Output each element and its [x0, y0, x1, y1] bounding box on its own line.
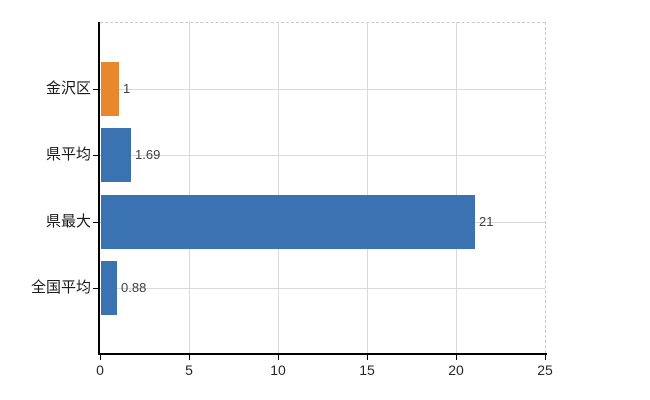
category-gridline [100, 89, 545, 90]
plot-border-right [545, 22, 546, 353]
category-tick [93, 288, 98, 289]
x-tick [278, 355, 279, 360]
y-axis-line [98, 22, 100, 355]
x-tick [100, 355, 101, 360]
category-tick-label: 全国平均 [30, 279, 91, 296]
bar-value-label: 21 [479, 214, 494, 229]
bar [101, 128, 131, 182]
x-tick-label: 0 [96, 362, 104, 378]
category-tick [93, 155, 98, 156]
category-gridline [100, 288, 545, 289]
bar-value-label: 1.69 [135, 147, 161, 162]
bar [101, 261, 117, 315]
x-gridline [278, 22, 279, 353]
x-tick [367, 355, 368, 360]
x-tick-label: 10 [270, 362, 286, 378]
x-tick-label: 5 [185, 362, 193, 378]
x-gridline [456, 22, 457, 353]
category-tick [93, 89, 98, 90]
bar-value-label: 1 [123, 81, 131, 96]
x-tick [189, 355, 190, 360]
x-tick-label: 25 [537, 362, 553, 378]
x-gridline [367, 22, 368, 353]
bar [101, 195, 475, 249]
x-tick-label: 20 [448, 362, 464, 378]
category-tick [93, 222, 98, 223]
bar [101, 62, 119, 116]
category-gridline [100, 155, 545, 156]
category-tick-label: 県平均 [45, 146, 91, 163]
plot-border-top [100, 22, 545, 23]
x-tick [456, 355, 457, 360]
x-tick-label: 15 [359, 362, 375, 378]
category-tick-label: 金沢区 [45, 80, 91, 97]
x-tick [545, 355, 546, 360]
bar-value-label: 0.88 [121, 280, 147, 295]
x-axis-line [98, 353, 547, 355]
x-gridline [189, 22, 190, 353]
category-tick-label: 県最大 [45, 213, 91, 230]
